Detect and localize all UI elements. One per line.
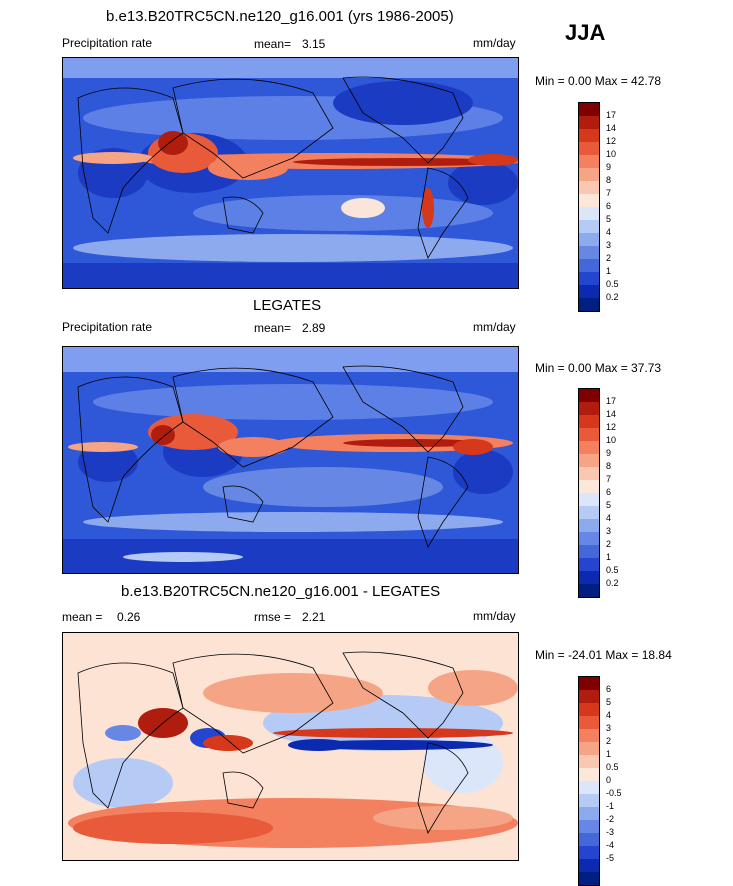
colorbar-tick: 3 <box>606 240 612 250</box>
colorbar-tick: 5 <box>606 697 612 707</box>
colorbar-tick: 12 <box>606 136 617 146</box>
colorbar-tick: 8 <box>606 175 612 185</box>
panel3-minmax: Min = -24.01 Max = 18.84 <box>535 648 672 662</box>
panel2-mean-value: 2.89 <box>302 321 326 335</box>
colorbar-tick: -2 <box>606 814 615 824</box>
colorbar-tick: -1 <box>606 801 615 811</box>
colorbar-tick: 0.5 <box>606 762 619 772</box>
panel3-title: b.e13.B20TRC5CN.ne120_g16.001 - LEGATES <box>121 583 441 600</box>
panel3-rmse-value: 2.21 <box>302 610 326 624</box>
colorbar-tick: 17 <box>606 110 617 120</box>
colorbar-tick: 2 <box>606 736 612 746</box>
colorbar-tick: -4 <box>606 840 615 850</box>
colorbar-tick: 2 <box>606 253 612 263</box>
panel1-minmax: Min = 0.00 Max = 42.78 <box>535 74 662 88</box>
panel1-colorbar <box>578 102 600 312</box>
panel2-variable-label: Precipitation rate <box>62 320 153 334</box>
colorbar-tick: 10 <box>606 435 617 445</box>
panel2-map <box>62 346 519 574</box>
colorbar-tick: 6 <box>606 201 612 211</box>
panel3-mean-label: mean = <box>62 610 103 624</box>
colorbar-tick: 7 <box>606 188 612 198</box>
panel3-map <box>62 632 519 861</box>
colorbar-tick: 14 <box>606 123 617 133</box>
panel2-map-field <box>63 347 518 573</box>
colorbar-tick: -5 <box>606 853 615 863</box>
colorbar-tick: 2 <box>606 539 612 549</box>
panel1-variable-label: Precipitation rate <box>62 36 153 50</box>
colorbar-tick: 14 <box>606 409 617 419</box>
colorbar-tick: 3 <box>606 526 612 536</box>
panel2-units: mm/day <box>473 320 516 334</box>
panel2-minmax: Min = 0.00 Max = 37.73 <box>535 361 662 375</box>
panel1-mean-value: 3.15 <box>302 37 326 51</box>
colorbar-tick: 9 <box>606 448 612 458</box>
colorbar-tick: 12 <box>606 422 617 432</box>
colorbar-tick: 1 <box>606 266 612 276</box>
panel1-map-field <box>63 58 518 288</box>
colorbar-tick: 17 <box>606 396 617 406</box>
colorbar-tick: 4 <box>606 513 612 523</box>
colorbar-tick: -3 <box>606 827 615 837</box>
panel1-mean-label: mean= <box>254 37 292 51</box>
panel1-map <box>62 57 519 289</box>
colorbar-tick: 0.2 <box>606 292 619 302</box>
panel1-title: b.e13.B20TRC5CN.ne120_g16.001 (yrs 1986-… <box>106 8 454 25</box>
colorbar-tick: 1 <box>606 749 612 759</box>
panel3-units: mm/day <box>473 609 516 623</box>
colorbar-tick: 0.5 <box>606 279 619 289</box>
colorbar-tick: 1 <box>606 552 612 562</box>
colorbar-tick: 0.5 <box>606 565 619 575</box>
panel2-mean-label: mean= <box>254 321 292 335</box>
colorbar-tick: -0.5 <box>606 788 622 798</box>
colorbar-tick: 7 <box>606 474 612 484</box>
colorbar-tick: 10 <box>606 149 617 159</box>
colorbar-tick: 6 <box>606 487 612 497</box>
colorbar-tick: 4 <box>606 710 612 720</box>
colorbar-tick: 8 <box>606 461 612 471</box>
panel3-rmse-label: rmse = <box>254 610 292 624</box>
panel2-title: LEGATES <box>253 297 322 314</box>
panel3-colorbar <box>578 676 600 886</box>
colorbar-tick: 0.2 <box>606 578 619 588</box>
colorbar-tick: 0 <box>606 775 612 785</box>
season-label: JJA <box>565 20 606 45</box>
colorbar-tick: 5 <box>606 214 612 224</box>
panel2-colorbar <box>578 388 600 598</box>
colorbar-tick: 5 <box>606 500 612 510</box>
panel1-units: mm/day <box>473 36 516 50</box>
colorbar-tick: 6 <box>606 684 612 694</box>
colorbar-tick: 9 <box>606 162 612 172</box>
colorbar-tick: 4 <box>606 227 612 237</box>
panel3-mean-value: 0.26 <box>117 610 141 624</box>
panel3-map-field <box>63 633 518 860</box>
colorbar-tick: 3 <box>606 723 612 733</box>
